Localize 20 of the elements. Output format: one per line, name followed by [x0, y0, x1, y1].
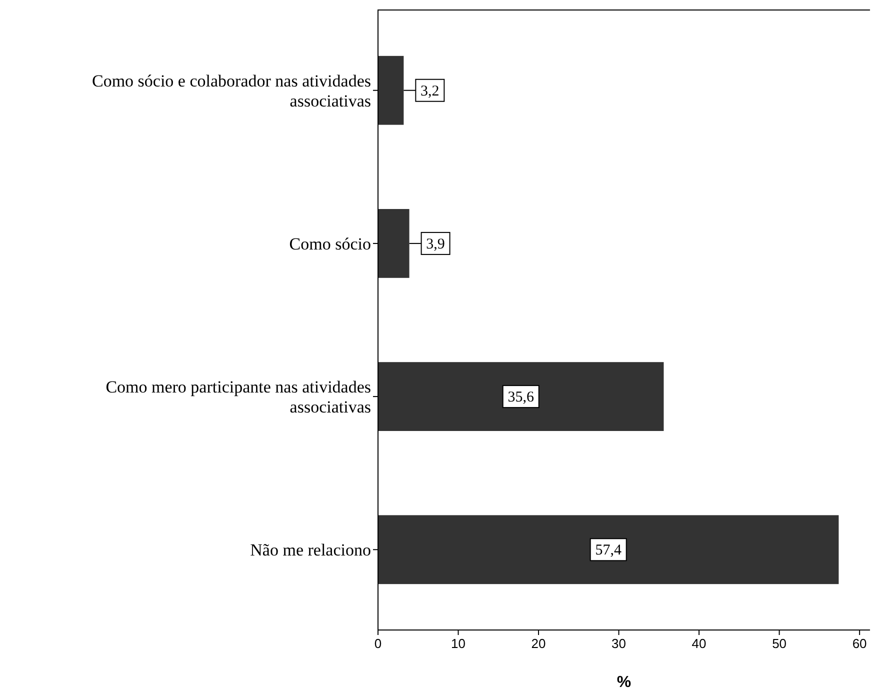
bar — [378, 209, 410, 278]
x-axis-title: % — [616, 674, 632, 691]
x-tick-label: 10 — [451, 636, 466, 651]
bar — [378, 515, 839, 584]
y-tick-label: Como sócio — [289, 234, 371, 254]
y-tick-label: Como mero participante nas atividades associativas — [106, 378, 371, 417]
y-tick-label: Como sócio e colaborador nas atividades associativas — [92, 71, 371, 110]
data-label: 3,9 — [426, 236, 445, 252]
y-tick-label: Não me relaciono — [250, 540, 371, 560]
data-label: 3,2 — [420, 83, 440, 100]
x-tick-label: 0 — [374, 636, 382, 651]
bar — [378, 56, 404, 125]
x-tick-label: 60 — [852, 636, 867, 651]
bar — [378, 362, 664, 431]
x-tick-label: 50 — [772, 636, 787, 651]
data-label: 57,4 — [595, 542, 622, 559]
x-tick-label: 40 — [692, 636, 706, 651]
data-label: 35,6 — [508, 390, 534, 406]
x-tick-label: 20 — [531, 636, 546, 651]
x-tick-label: 30 — [612, 636, 626, 651]
